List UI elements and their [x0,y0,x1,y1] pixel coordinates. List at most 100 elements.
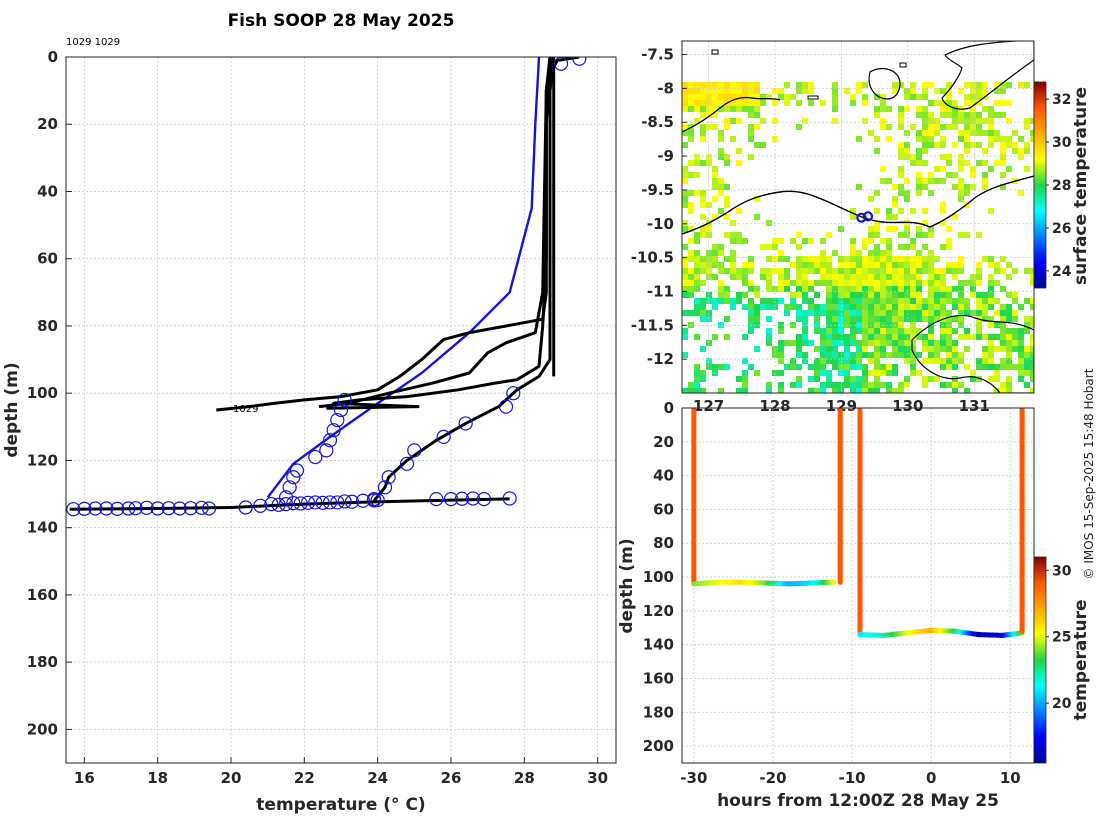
sst-pixel [898,256,904,262]
sst-pixel [790,304,796,310]
sst-pixel [808,286,814,292]
sst-pixel [952,112,958,118]
sst-pixel [934,166,940,172]
sst-pixel [910,328,916,334]
sst-pixel [1000,172,1006,178]
sst-pixel [844,316,850,322]
sst-pixel [898,280,904,286]
sst-pixel [874,232,880,238]
sst-pixel [1012,316,1018,322]
sst-pixel [724,160,730,166]
sst-pixel [928,130,934,136]
sst-pixel [844,298,850,304]
sst-pixel [898,352,904,358]
sst-pixel [682,166,688,172]
sst-pixel [910,244,916,250]
sst-pixel [880,352,886,358]
profile-xtick-label: 18 [147,769,168,787]
sst-pixel [1006,340,1012,346]
sst-pixel [898,310,904,316]
sst-pixel [958,190,964,196]
sst-pixel [736,94,742,100]
temperature-colorbar-tick-label: 30 [1052,563,1072,579]
sst-pixel [856,376,862,382]
profile-ytick-label: 120 [27,451,58,469]
sst-pixel [922,376,928,382]
sst-pixel [688,256,694,262]
sst-pixel [718,88,724,94]
sst-pixel [934,376,940,382]
sst-pixel [778,346,784,352]
sst-pixel [718,130,724,136]
sst-pixel [910,238,916,244]
sst-pixel [994,298,1000,304]
sst-pixel [778,268,784,274]
sst-pixel [940,208,946,214]
sst-pixel [982,160,988,166]
sst-pixel [862,244,868,250]
sst-pixel [1030,346,1034,352]
sst-pixel [742,238,748,244]
sst-pixel [988,130,994,136]
profile-series [69,57,580,511]
sst-pixel [874,358,880,364]
sst-pixel [916,280,922,286]
sst-pixel [766,328,772,334]
sst-pixel [910,124,916,130]
sst-pixel [856,340,862,346]
sst-pixel [694,310,700,316]
sst-pixel [1030,370,1034,376]
sst-pixel [868,388,874,393]
sst-pixel [778,322,784,328]
sst-pixel [700,82,706,88]
sst-pixel [958,322,964,328]
sst-pixel [820,250,826,256]
sst-pixel [940,310,946,316]
sst-pixel [886,382,892,388]
sst-pixel [826,298,832,304]
sst-pixel [964,310,970,316]
map-lat-label: -12 [647,350,674,368]
sst-pixel [1012,328,1018,334]
sst-pixel [904,376,910,382]
sst-pixel [784,364,790,370]
section-xlabel: hours from 12:00Z 28 May 25 [717,791,999,811]
sst-pixel [802,88,808,94]
sst-pixel [922,88,928,94]
sst-pixel [850,322,856,328]
sst-pixel [850,274,856,280]
sst-pixel [1000,382,1006,388]
sst-pixel [934,178,940,184]
sst-pixel [916,268,922,274]
sst-pixel [922,220,928,226]
sst-pixel [856,304,862,310]
sst-pixel [718,388,724,393]
credit-text: © IMOS 15-Sep-2025 15:48 Hobart [1082,368,1096,579]
sst-pixel [730,82,736,88]
section-panel: -30 -20 -10 0 10020406080100120140160180200 … [617,399,1091,811]
profile-xtick-label: 30 [587,769,608,787]
sst-pixel [940,244,946,250]
sst-pixel [688,274,694,280]
sst-pixel [928,304,934,310]
sst-pixel [880,178,886,184]
sst-pixel [862,364,868,370]
sst-pixel [874,208,880,214]
sst-pixel [832,316,838,322]
sst-pixel [1012,364,1018,370]
sst-pixel [922,142,928,148]
sst-pixel [922,304,928,310]
profile-marker [128,501,143,516]
sst-pixel [928,352,934,358]
sst-pixel [694,334,700,340]
sst-pixel [898,382,904,388]
sst-pixel [814,316,820,322]
sst-pixel [898,262,904,268]
sst-pixel [946,382,952,388]
sst-pixel [1030,130,1034,136]
sst-pixel [682,124,688,130]
sst-pixel [736,106,742,112]
sst-pixel [922,340,928,346]
sst-pixel [724,106,730,112]
sst-pixel [712,274,718,280]
